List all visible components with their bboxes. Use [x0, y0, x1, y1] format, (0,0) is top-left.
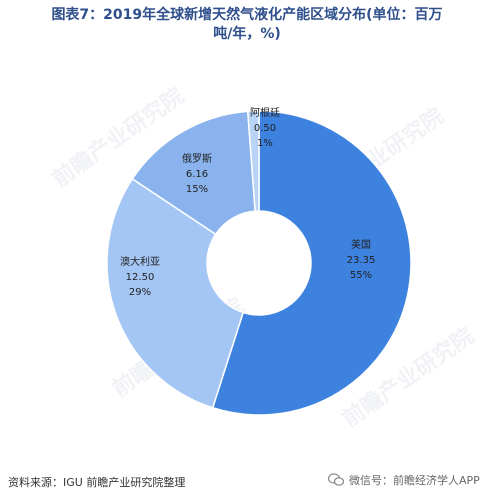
slice-argentina	[246, 110, 260, 212]
slice-argentina-percent: 1%	[257, 138, 273, 149]
slice-argentina-label: 阿根廷	[250, 106, 280, 119]
slice-us-value: 23.35	[347, 255, 376, 266]
slice-australia-value: 12.50	[126, 272, 155, 283]
wechat-icon	[328, 473, 344, 486]
slice-russia-label: 俄罗斯	[182, 152, 212, 165]
slice-us-label: 美国	[351, 238, 371, 251]
wechat-text: 微信号：前瞻经济学人APP	[349, 474, 480, 487]
slice-australia-label: 澳大利亚	[120, 255, 160, 268]
slice-russia-percent: 15%	[186, 184, 208, 195]
chart-title-line1: 图表7：2019年全球新增天然气液化产能区域分布(单位：百万	[51, 7, 443, 23]
slice-russia	[131, 110, 256, 236]
chart-title: 图表7：2019年全球新增天然气液化产能区域分布(单位：百万 吨/年，%)	[8, 6, 486, 44]
source-note: 资料来源：IGU 前瞻产业研究院整理	[8, 476, 186, 489]
slice-us-percent: 55%	[350, 270, 372, 281]
chart-title-line2: 吨/年，%)	[213, 26, 281, 42]
wechat-badge: 微信号：前瞻经济学人APP	[328, 470, 480, 490]
slice-us	[211, 110, 412, 416]
slice-australia-percent: 29%	[129, 287, 151, 298]
slice-russia-value: 6.16	[186, 169, 208, 180]
slice-australia	[106, 177, 245, 409]
slice-argentina-value: 0.50	[254, 123, 276, 134]
